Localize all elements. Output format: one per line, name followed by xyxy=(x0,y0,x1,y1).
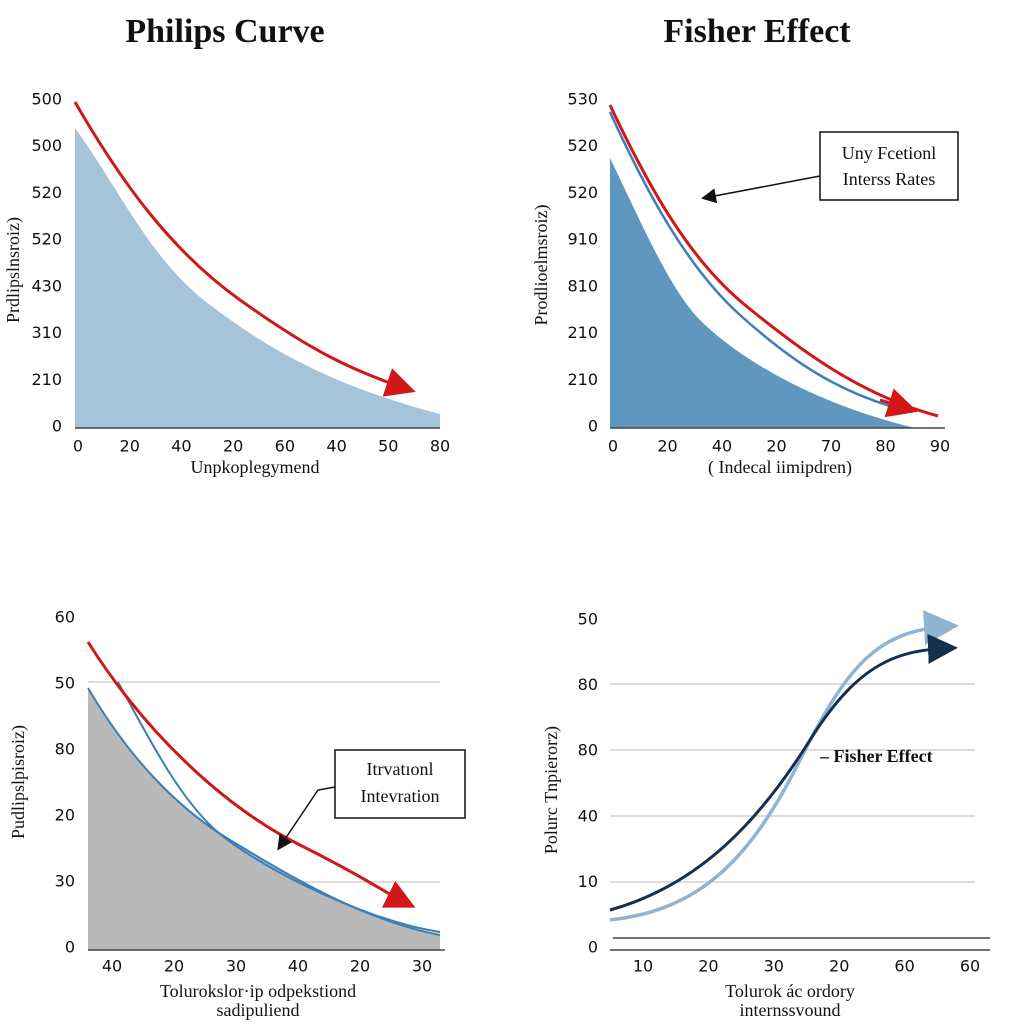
y-tick-label: 520 xyxy=(567,183,598,202)
x-label: ( Indecal iimipdren) xyxy=(708,457,852,478)
y-tick-label: 500 xyxy=(31,136,62,155)
panel-3: Itrvatıonl Intevration Pudlipslpisroiz) … xyxy=(8,641,466,1020)
y-tick-label: 430 xyxy=(31,276,62,295)
x-tick-label: 60 xyxy=(960,957,980,976)
x-tick-label: 70 xyxy=(821,437,841,456)
area xyxy=(75,128,440,428)
x-tick-label: 50 xyxy=(378,437,398,456)
curve xyxy=(117,681,441,933)
arrow xyxy=(277,786,336,851)
arrow xyxy=(701,175,821,204)
y-tick-label: 810 xyxy=(567,276,598,295)
y-label: Prodlioelmsroiz) xyxy=(531,205,552,326)
x-tick-label: 20 xyxy=(164,957,184,976)
x-tick-label: 40 xyxy=(712,437,732,456)
y-tick-label: 520 xyxy=(31,230,62,249)
x-label: internssvound xyxy=(740,1000,841,1020)
y-tick-label: 0 xyxy=(52,417,62,436)
x-tick-label: 20 xyxy=(223,437,243,456)
curve xyxy=(608,111,913,414)
y-tick-label: 910 xyxy=(567,230,598,249)
y-tick-label: 0 xyxy=(588,417,598,436)
y-tick-label: 60 xyxy=(55,608,75,627)
y-tick-label: 310 xyxy=(31,323,62,342)
y-tick-label: 210 xyxy=(31,370,62,389)
annotation: – Fisher Effect xyxy=(819,746,933,766)
x-tick-label: 20 xyxy=(657,437,677,456)
y-label: Prdlipslnsroiz) xyxy=(3,217,24,323)
y-tick-label: 520 xyxy=(567,136,598,155)
area xyxy=(610,158,915,428)
x-tick-label: 40 xyxy=(288,957,308,976)
panel-1: Philips Curve Prdlipslnsroiz) Unpkoplegy… xyxy=(3,13,440,477)
curve xyxy=(608,104,939,418)
y-tick-label: 50 xyxy=(578,610,598,629)
annotation: Uny Fcetionl xyxy=(842,143,937,163)
x-tick-label: 90 xyxy=(930,437,950,456)
x-tick-label: 20 xyxy=(698,957,718,976)
y-tick-label: 530 xyxy=(567,90,598,109)
x-label: Tolurokslor·ip odpekstiond xyxy=(160,981,356,1001)
y-tick-label: 40 xyxy=(578,806,598,825)
y-tick-label: 20 xyxy=(55,806,75,825)
x-tick-label: 20 xyxy=(350,957,370,976)
x-tick-label: 60 xyxy=(275,437,295,456)
y-tick-label: 0 xyxy=(588,938,598,957)
x-tick-label: 80 xyxy=(430,437,450,456)
y-tick-label: 80 xyxy=(578,741,598,760)
y-tick-label: 80 xyxy=(55,740,75,759)
arrow xyxy=(879,388,918,418)
y-tick-label: 210 xyxy=(567,323,598,342)
y-tick-label: 0 xyxy=(65,938,75,957)
y-tick-label: 30 xyxy=(55,872,75,891)
panel-4: – Fisher Effect Polurc Tnpierorz) Toluro… xyxy=(541,610,990,1020)
y-tick-label: 10 xyxy=(578,872,598,891)
x-tick-label: 20 xyxy=(766,437,786,456)
title: Philips Curve xyxy=(125,13,324,50)
y-tick-label: 520 xyxy=(31,183,62,202)
x-tick-label: 80 xyxy=(875,437,895,456)
x-tick-label: 40 xyxy=(102,957,122,976)
curve xyxy=(609,633,958,912)
x-tick-label: 40 xyxy=(171,437,191,456)
x-tick-label: 60 xyxy=(894,957,914,976)
x-tick-label: 20 xyxy=(120,437,140,456)
annotation: Itrvatıonl xyxy=(367,759,434,779)
x-tick-label: 30 xyxy=(412,957,432,976)
area xyxy=(88,688,440,950)
y-tick-label: 80 xyxy=(578,675,598,694)
x-label: Unpkoplegymend xyxy=(191,457,320,477)
curve xyxy=(609,610,959,922)
x-label: sadipuliend xyxy=(217,1000,300,1020)
panel-2: Fisher Effect Uny Fcetionl Interss Rates… xyxy=(531,13,959,478)
y-tick-label: 210 xyxy=(567,370,598,389)
x-tick-label: 20 xyxy=(829,957,849,976)
annotation-box xyxy=(334,749,466,819)
y-label: Pudlipslpisroiz) xyxy=(8,725,29,839)
x-tick-label: 0 xyxy=(73,437,83,456)
x-tick-label: 0 xyxy=(608,437,618,456)
curve xyxy=(73,101,416,397)
x-label: Tolurok ác ordory xyxy=(725,981,855,1001)
x-tick-label: 10 xyxy=(633,957,653,976)
curve xyxy=(86,641,416,908)
annotation: Interss Rates xyxy=(843,169,935,189)
title: Fisher Effect xyxy=(663,13,851,50)
x-tick-label: 40 xyxy=(326,437,346,456)
annotation: Intevration xyxy=(361,786,440,806)
x-tick-label: 30 xyxy=(226,957,246,976)
x-tick-label: 30 xyxy=(764,957,784,976)
y-label: Polurc Tnpierorz) xyxy=(541,726,562,854)
y-tick-label: 500 xyxy=(31,90,62,109)
annotation-box xyxy=(819,131,959,201)
y-tick-label: 50 xyxy=(55,674,75,693)
